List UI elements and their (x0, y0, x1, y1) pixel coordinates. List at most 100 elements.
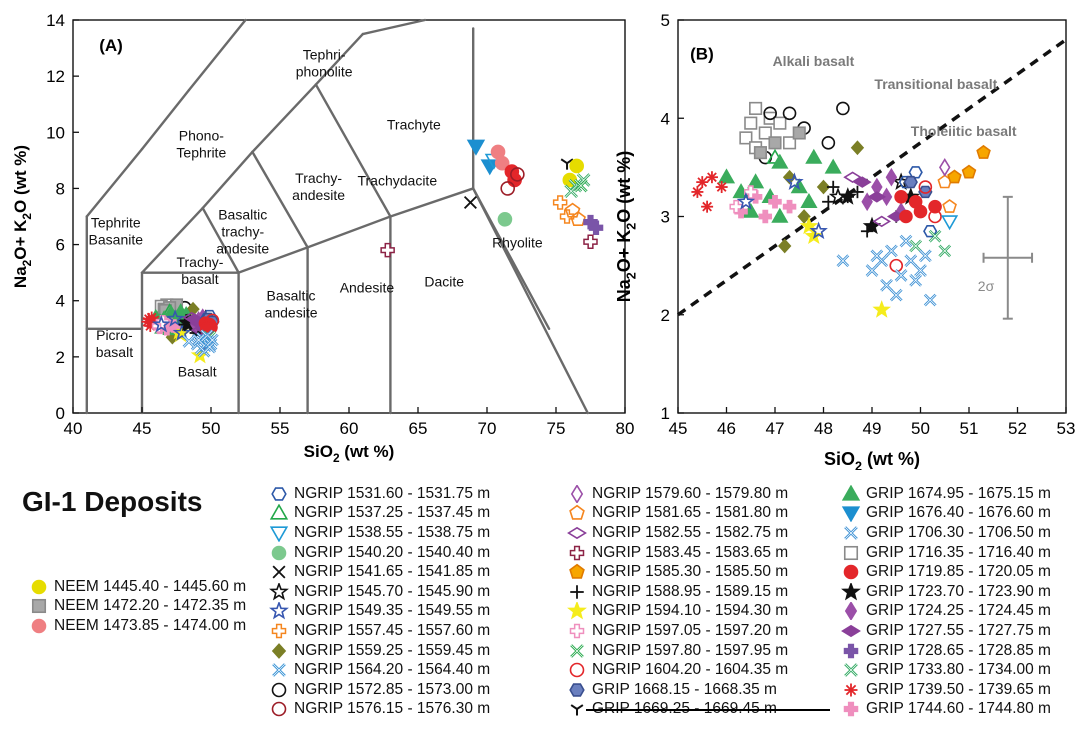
field-label: Rhyolite (492, 234, 543, 250)
point-grip1716 (749, 101, 763, 115)
legend-label: GRIP 1706.30 - 1706.50 m (866, 523, 1051, 541)
legend-symbol-grip1723 (841, 582, 861, 601)
point-ngrip1538 (941, 215, 959, 231)
x-tick-label: 75 (547, 419, 566, 438)
legend-symbol-ngrip1531 (271, 487, 287, 501)
point-grip1728 (588, 220, 604, 235)
x-tick-label: 55 (271, 419, 290, 438)
x-tick-label: 51 (960, 419, 979, 438)
legend-symbol-ngrip1541 (272, 565, 286, 579)
point-grip1733 (928, 229, 942, 243)
legend-symbol-grip1674 (841, 484, 861, 501)
legend-symbol-grip1706 (844, 526, 858, 540)
point-ngrip1604 (928, 209, 942, 224)
legend-symbol-ngrip1594 (567, 602, 587, 620)
point-grip1669 (560, 158, 574, 170)
legend-label: NGRIP 1564.20 - 1564.40 m (294, 661, 491, 679)
point-grip1706 (885, 244, 898, 258)
point-ngrip1583 (380, 242, 395, 258)
point-grip1716 (782, 136, 797, 150)
point-grip1733 (938, 244, 952, 258)
legend-symbol-ngrip1585 (569, 563, 585, 579)
point-ngrip1540 (497, 212, 513, 227)
point-grip1744 (768, 195, 782, 209)
y-tick-label: 2 (56, 348, 65, 367)
point-ngrip1559 (816, 179, 831, 195)
legend-marker-ngrip1538 (269, 526, 289, 542)
point-grip1674 (771, 207, 789, 223)
legend-label: NGRIP 1538.55 - 1538.75 m (294, 523, 491, 541)
point-ngrip1531 (908, 166, 923, 179)
point-ngrip1588 (826, 180, 840, 194)
point-grip1674 (824, 158, 842, 174)
legend-marker-grip1739 (844, 683, 858, 697)
legend-label: NGRIP 1537.25 - 1537.45 m (294, 504, 491, 522)
legend-marker-grip1724 (844, 602, 858, 621)
field-boundary (314, 32, 364, 86)
region-label: Transitional basalt (874, 76, 997, 92)
legend-marker-grip1723 (841, 582, 861, 601)
legend-item-grip1719: GRIP 1719.85 - 1720.05 m (840, 562, 1051, 582)
y-tick-label: 6 (56, 236, 65, 255)
legend-marker-ngrip1582 (567, 526, 587, 540)
legend-label: NGRIP 1549.35 - 1549.55 m (294, 602, 491, 620)
legend-marker-ngrip1572 (271, 682, 287, 698)
legend-item-ngrip1541: NGRIP 1541.65 - 1541.85 m (268, 562, 490, 582)
field-boundary (314, 83, 392, 218)
point-grip1706 (889, 288, 903, 302)
legend-label: NEEM 1473.85 - 1474.00 m (54, 616, 247, 634)
point-ngrip1582 (182, 311, 202, 324)
legend-marker-grip1674 (841, 484, 861, 501)
x-tick-label: 40 (64, 419, 83, 438)
legend-column-grip: GRIP 1674.95 - 1675.15 m GRIP 1676.40 - 1… (840, 484, 1051, 719)
point-ngrip1549 (809, 221, 828, 240)
y-tick-label: 8 (56, 179, 65, 198)
field-label: Andesite (340, 279, 395, 295)
point-ngrip1576 (500, 181, 516, 196)
legend-title: GI-1 Deposits (22, 486, 203, 517)
legend-symbol-grip1733 (844, 663, 858, 677)
legend-label: NGRIP 1585.30 - 1585.50 m (592, 563, 789, 581)
legend-item-ngrip1537: NGRIP 1537.25 - 1537.45 m (268, 504, 490, 524)
point-grip1674 (805, 148, 823, 164)
point-ngrip1604 (918, 180, 933, 194)
y-tick-label: 4 (56, 292, 65, 311)
legend-symbol-ngrip1604 (569, 662, 585, 678)
legend-label: NEEM 1472.20 - 1472.35 m (54, 597, 247, 615)
legend-symbol-grip1728 (843, 643, 859, 658)
legend-label: GRIP 1724.25 - 1724.45 m (866, 602, 1051, 620)
legend-label: GRIP 1723.70 - 1723.90 m (866, 582, 1051, 600)
legend-label: NGRIP 1557.45 - 1557.60 m (294, 621, 491, 639)
legend-marker-ngrip1557 (271, 623, 287, 639)
legend-symbol-ngrip1582 (567, 526, 587, 540)
legend-marker-ngrip1559 (271, 642, 287, 659)
point-ngrip1581 (564, 202, 581, 218)
x-tick-label: 47 (766, 419, 785, 438)
legend-symbol-ngrip1559 (271, 642, 287, 659)
x-tick-label: 53 (1057, 419, 1076, 438)
field-boundary (251, 83, 318, 154)
y-tick-label: 1 (661, 404, 670, 423)
legend-item-ngrip1557: NGRIP 1557.45 - 1557.60 m (268, 621, 490, 641)
legend-symbol-ngrip1576 (271, 702, 287, 717)
field-boundary (251, 150, 309, 249)
field-boundary (306, 215, 392, 249)
point-ngrip1594 (872, 300, 891, 318)
legend-item-grip1728: GRIP 1728.65 - 1728.85 m (840, 641, 1051, 661)
legend-marker-grip1728 (843, 643, 859, 658)
legend-item-ngrip1581: NGRIP 1581.65 - 1581.80 m (566, 504, 788, 524)
field-label: Basaltic trachy-andesite (216, 206, 269, 256)
field-label: Trachydacite (357, 173, 437, 189)
point-grip1739 (705, 171, 718, 184)
legend-label: NGRIP 1541.65 - 1541.85 m (294, 563, 491, 581)
point-neem1472 (792, 126, 806, 140)
point-ngrip1541 (463, 195, 477, 209)
legend-marker-ngrip1549 (269, 602, 289, 620)
legend-symbol-grip1676 (841, 506, 861, 523)
point-ngrip1559 (778, 238, 792, 254)
legend-item-ngrip1564: NGRIP 1564.20 - 1564.40 m (268, 660, 490, 680)
legend-symbol-ngrip1572 (271, 682, 287, 698)
y-tick-label: 3 (661, 208, 670, 227)
point-grip1716 (739, 131, 753, 145)
field-boundary (187, 18, 247, 92)
